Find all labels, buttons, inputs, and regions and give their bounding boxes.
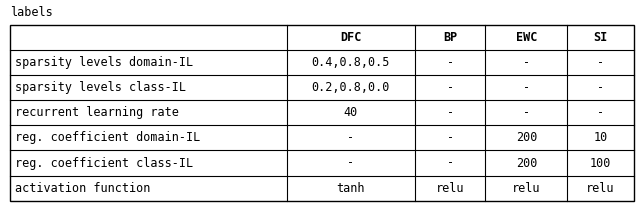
- Text: -: -: [447, 131, 454, 144]
- Text: 0.2,0.8,0.0: 0.2,0.8,0.0: [312, 81, 390, 94]
- Text: -: -: [597, 56, 604, 69]
- Text: -: -: [523, 81, 530, 94]
- Text: 200: 200: [516, 131, 537, 144]
- Text: labels: labels: [10, 6, 52, 19]
- Text: -: -: [447, 81, 454, 94]
- Text: DFC: DFC: [340, 31, 362, 44]
- Text: -: -: [523, 106, 530, 119]
- Text: -: -: [523, 56, 530, 69]
- Text: -: -: [348, 157, 355, 169]
- Text: -: -: [597, 106, 604, 119]
- Text: SI: SI: [593, 31, 607, 44]
- Text: sparsity levels domain-IL: sparsity levels domain-IL: [15, 56, 193, 69]
- Text: -: -: [597, 81, 604, 94]
- Text: 40: 40: [344, 106, 358, 119]
- Text: reg. coefficient domain-IL: reg. coefficient domain-IL: [15, 131, 200, 144]
- Text: relu: relu: [512, 182, 541, 195]
- Text: -: -: [447, 157, 454, 169]
- Text: activation function: activation function: [15, 182, 150, 195]
- Text: 0.4,0.8,0.5: 0.4,0.8,0.5: [312, 56, 390, 69]
- Text: relu: relu: [586, 182, 614, 195]
- Text: reg. coefficient class-IL: reg. coefficient class-IL: [15, 157, 193, 169]
- Text: tanh: tanh: [337, 182, 365, 195]
- Text: -: -: [348, 131, 355, 144]
- Text: relu: relu: [436, 182, 465, 195]
- Text: 100: 100: [590, 157, 611, 169]
- Text: 10: 10: [593, 131, 607, 144]
- Text: recurrent learning rate: recurrent learning rate: [15, 106, 179, 119]
- Text: sparsity levels class-IL: sparsity levels class-IL: [15, 81, 186, 94]
- Text: EWC: EWC: [516, 31, 537, 44]
- Text: -: -: [447, 106, 454, 119]
- Bar: [10, 25, 634, 201]
- Text: BP: BP: [443, 31, 458, 44]
- Text: 200: 200: [516, 157, 537, 169]
- Text: -: -: [447, 56, 454, 69]
